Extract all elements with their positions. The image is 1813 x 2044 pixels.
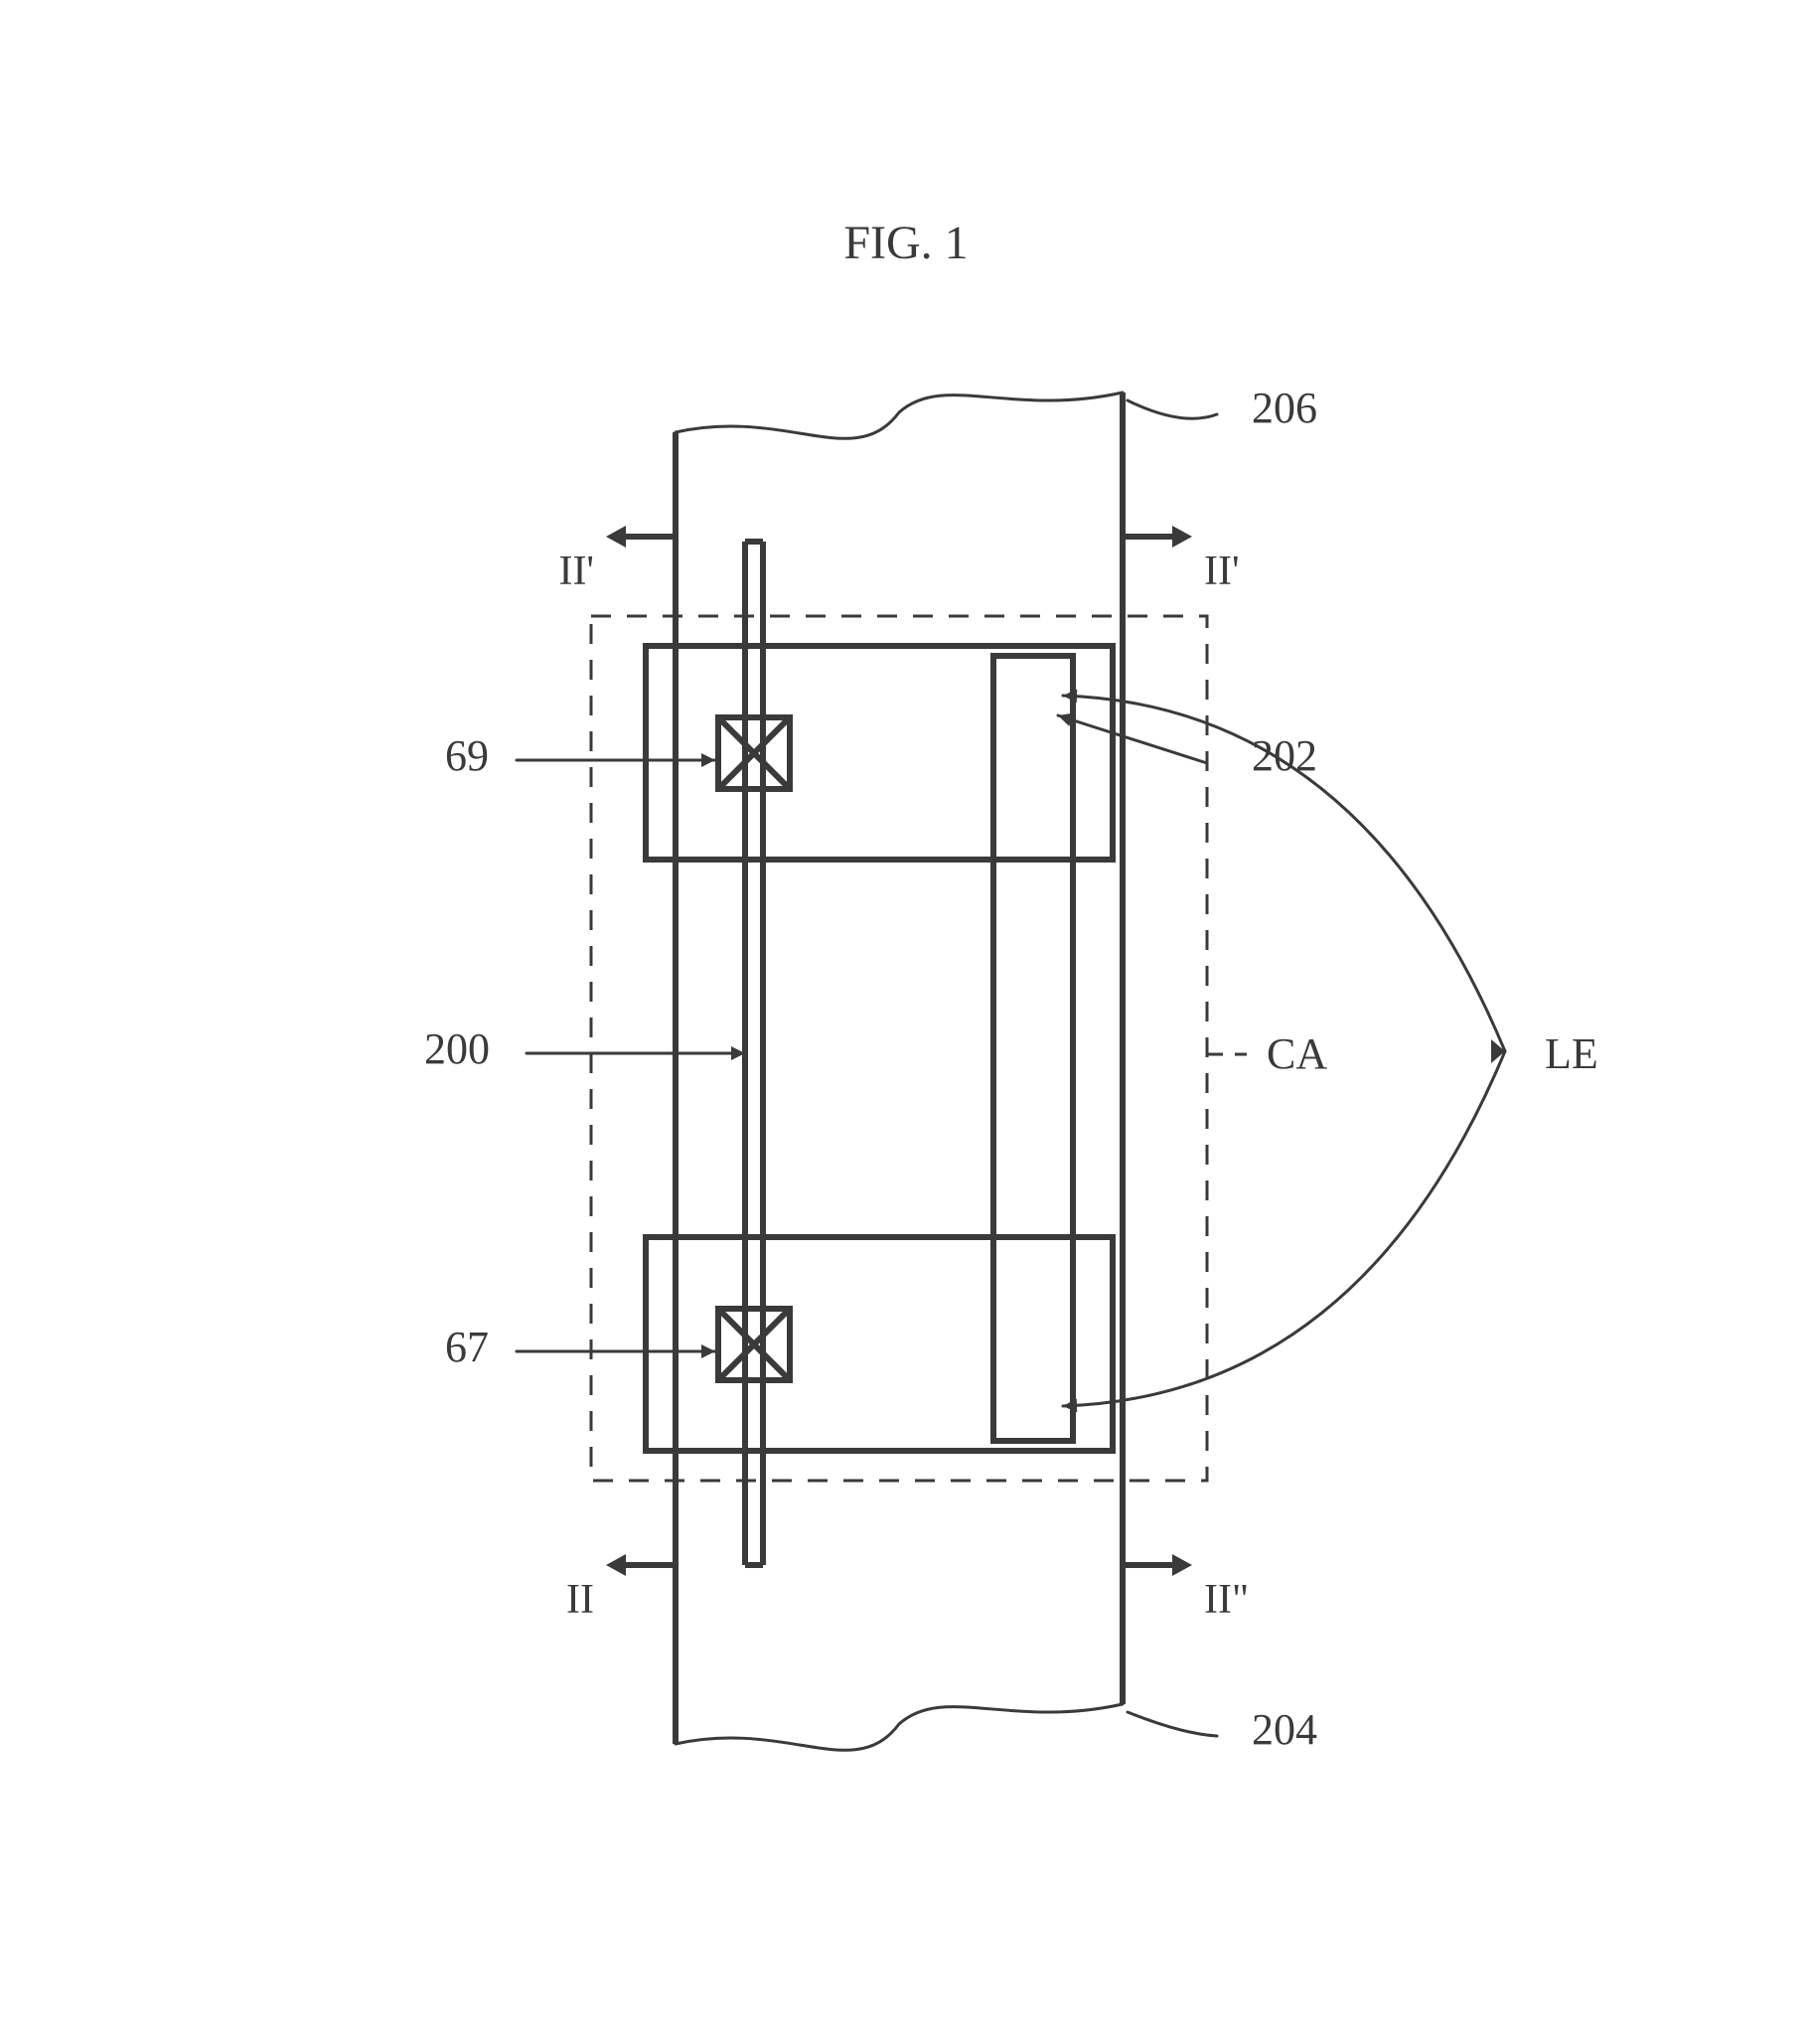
bar-202: [993, 656, 1073, 1441]
section-label: II": [1204, 1577, 1249, 1623]
section-label: II': [1204, 549, 1240, 594]
label-202: 202: [1252, 731, 1317, 780]
figure-title: FIG. 1: [843, 217, 968, 269]
label-LE: LE: [1545, 1029, 1598, 1078]
leader-204: [1128, 1712, 1217, 1736]
leader-206: [1128, 400, 1217, 418]
label-200: 200: [424, 1024, 490, 1073]
label-69: 69: [445, 731, 489, 780]
label-CA: CA: [1267, 1029, 1327, 1078]
label-67: 67: [445, 1323, 489, 1371]
label-204: 204: [1252, 1705, 1317, 1754]
break-line-top: [676, 393, 1123, 438]
break-line-bottom: [676, 1704, 1123, 1750]
label-206: 206: [1252, 384, 1317, 432]
section-label: II: [566, 1577, 594, 1623]
section-label: II': [558, 549, 594, 594]
brace-LE-bottom: [1063, 1051, 1505, 1406]
